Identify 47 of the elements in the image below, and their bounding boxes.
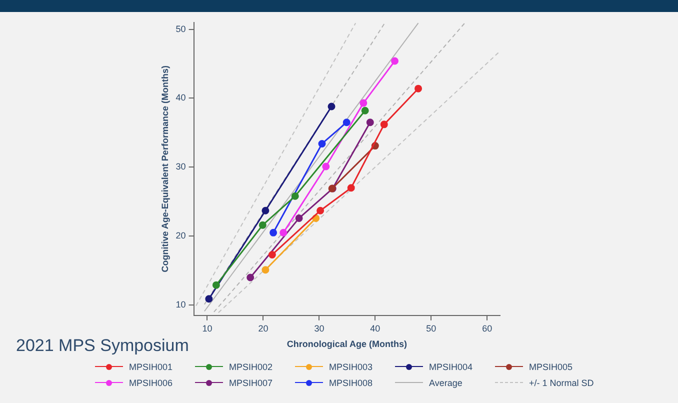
point: [328, 102, 336, 110]
x-tick-label: 30: [314, 323, 324, 334]
point: [360, 99, 368, 107]
point: [366, 118, 374, 126]
text: 2021 MPS Symposium: [16, 336, 189, 356]
x-tick-label: 40: [370, 323, 380, 334]
point: [268, 250, 276, 258]
point: [258, 221, 266, 229]
x-tick-label: 20: [258, 323, 268, 334]
y-tick-label: 30: [176, 162, 186, 172]
point: [291, 192, 299, 200]
point: [295, 214, 303, 222]
legend-label: MPSIH008: [329, 378, 373, 388]
x-axis-title: Chronological Age (Months): [286, 339, 407, 350]
x-tick-label: 50: [426, 323, 436, 334]
point: [262, 206, 270, 214]
point: [270, 228, 278, 236]
legend-label: +/- 1 Normal SD: [529, 378, 594, 388]
point: [205, 295, 213, 303]
point: [322, 162, 330, 170]
x-tick-label: 10: [202, 323, 212, 334]
point: [342, 118, 350, 126]
legend-label: MPSIH001: [129, 362, 173, 372]
x-tick-label: 60: [482, 323, 492, 334]
y-axis-title: Cognitive Age-Equivalent Performance (Months): [160, 66, 170, 272]
legend-label: MPSIH003: [329, 362, 373, 372]
point: [361, 106, 369, 114]
legend-label: Average: [429, 378, 462, 388]
legend-label: MPSIH004: [429, 362, 473, 372]
point: [212, 281, 220, 289]
point: [262, 266, 270, 274]
legend-label: MPSIH002: [229, 362, 273, 372]
point: [380, 120, 388, 128]
point: [280, 228, 288, 236]
y-tick-label: 10: [176, 300, 186, 310]
point: [391, 57, 399, 65]
point: [246, 274, 254, 282]
legend-label: MPSIH006: [129, 378, 173, 388]
legend-label: MPSIH005: [529, 362, 573, 372]
y-tick-label: 50: [176, 24, 186, 34]
y-tick-label: 20: [176, 230, 186, 241]
point: [316, 206, 324, 214]
point: [347, 184, 355, 192]
point: [318, 140, 326, 148]
legend-label: MPSIH007: [229, 378, 273, 388]
point: [414, 84, 422, 92]
y-tick-label: 40: [176, 92, 186, 103]
